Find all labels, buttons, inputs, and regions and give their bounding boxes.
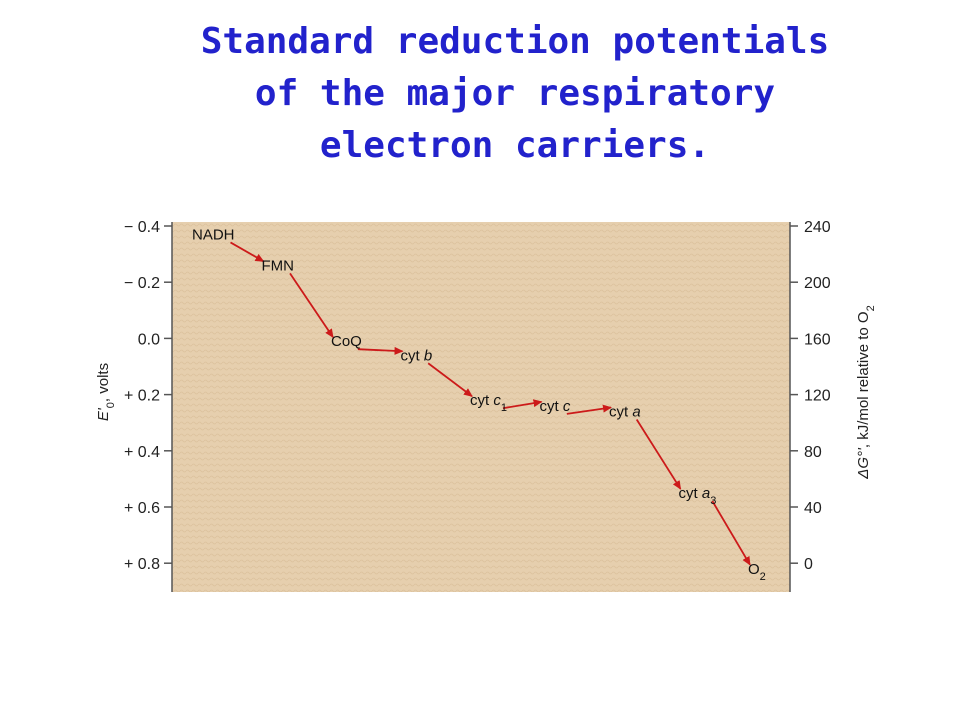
left-tick-label: − 0.2	[124, 275, 160, 292]
electron-flow-arrow	[289, 272, 334, 339]
carrier-name: cyt	[679, 485, 702, 502]
right-tick-label: 120	[804, 388, 831, 405]
right-tick-label: 0	[804, 556, 813, 573]
carrier-name: NADH	[192, 226, 235, 243]
carrier-name: cyt	[401, 347, 424, 364]
right-tick-label: 200	[804, 275, 831, 292]
carrier-name: FMN	[262, 257, 295, 274]
left-tick-label: + 0.2	[124, 388, 160, 405]
carrier-label: cyt a	[609, 403, 641, 420]
carrier-name: cyt	[540, 398, 563, 415]
right-tick-label: 80	[804, 444, 822, 461]
right-tick-label: 240	[804, 219, 831, 236]
right-axis-title-unit: , kJ/mol relative to O	[855, 311, 872, 448]
carrier-name-italic: c	[563, 398, 571, 415]
left-axis-title-symbol: E'	[95, 407, 112, 421]
carrier-label: FMN	[262, 257, 295, 274]
carrier-label: cyt b	[401, 347, 433, 364]
electron-flow-arrow	[566, 404, 612, 415]
left-tick-label: − 0.4	[124, 219, 160, 236]
left-tick-label: 0.0	[138, 331, 160, 348]
left-axis-title: E'0, volts	[95, 363, 117, 421]
electron-flow-arrow	[357, 346, 404, 355]
carrier-name-italic: c	[493, 392, 501, 409]
carrier-label: NADH	[192, 226, 235, 243]
right-axis-title-sub: 2	[865, 305, 877, 311]
left-axis-title-unit: , volts	[95, 363, 112, 402]
carrier-label: O2	[748, 561, 766, 583]
carrier-name: O	[748, 561, 760, 578]
left-tick-label: + 0.6	[124, 500, 160, 517]
carrier-name: cyt	[609, 403, 632, 420]
right-tick-label: 160	[804, 331, 831, 348]
carrier-label: cyt c	[540, 398, 571, 415]
carrier-label: cyt c1	[470, 392, 507, 414]
electron-flow-arrow	[230, 241, 265, 263]
title-line-2: of the major respiratory	[254, 73, 776, 114]
electron-flow-arrow	[635, 418, 682, 490]
carrier-name: cyt	[470, 392, 493, 409]
carrier-name-italic: b	[424, 347, 432, 364]
left-tick-label: + 0.4	[124, 444, 160, 461]
title-line-3: electron carriers.	[319, 125, 711, 166]
plot-panel	[172, 222, 790, 592]
left-tick-label: + 0.8	[124, 556, 160, 573]
carrier-name-italic: a	[702, 485, 710, 502]
carrier-label: cyt a3	[679, 485, 717, 507]
left-axis-ticks: − 0.4 − 0.2 0.0 + 0.2 + 0.4 + 0.6 + 0.8	[124, 219, 172, 573]
right-axis-title-symbol: ΔG°'	[855, 447, 872, 480]
right-axis-ticks: 240 200 160 120 80 40 0	[790, 219, 831, 573]
right-axis-title: ΔG°', kJ/mol relative to O2	[855, 305, 877, 479]
carrier-label: CoQ	[331, 333, 362, 350]
carrier-subscript: 2	[760, 571, 766, 583]
left-axis-title-sub: 0	[105, 402, 117, 408]
electron-flow-arrows	[230, 241, 751, 566]
carrier-name-italic: a	[632, 403, 640, 420]
carrier-name: CoQ	[331, 333, 362, 350]
electron-flow-arrow	[502, 399, 543, 410]
carrier-subscript: 3	[710, 495, 716, 507]
electron-flow-arrow	[427, 362, 473, 397]
title-line-1: Standard reduction potentials	[200, 21, 830, 62]
right-tick-label: 40	[804, 500, 822, 517]
carrier-subscript: 1	[501, 402, 507, 414]
electron-flow-arrow	[711, 500, 751, 566]
slide-title: Standard reduction potentials of the maj…	[0, 16, 960, 172]
